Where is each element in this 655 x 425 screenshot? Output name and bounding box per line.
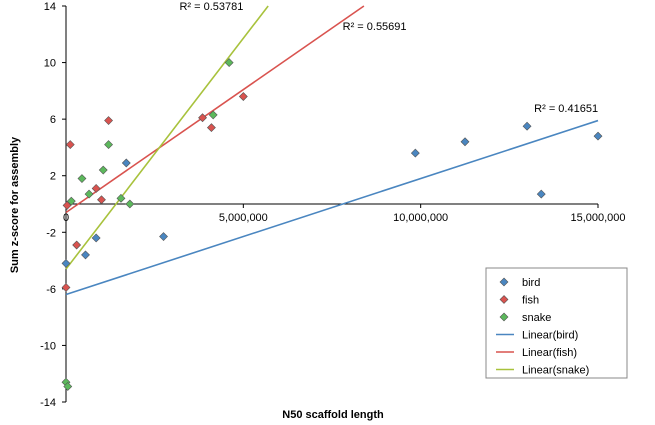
fish-point bbox=[61, 283, 71, 292]
snake-point bbox=[208, 110, 218, 120]
fish-point bbox=[91, 184, 101, 193]
r-squared-label: R² = 0.41651 bbox=[534, 103, 598, 115]
bird-point bbox=[460, 137, 470, 147]
r-squared-label: R² = 0.53781 bbox=[179, 1, 243, 13]
x-axis-title: N50 scaffold length bbox=[282, 409, 384, 421]
y-tick-label: 2 bbox=[50, 171, 56, 183]
trendline-linearfish bbox=[65, 5, 365, 214]
trendlines bbox=[65, 5, 599, 296]
y-axis-title: Sum z-score for assembly bbox=[9, 136, 21, 273]
fish-point bbox=[206, 123, 216, 133]
y-tick-label: -10 bbox=[40, 340, 56, 352]
bird-point bbox=[159, 232, 168, 241]
bird-point bbox=[536, 189, 546, 199]
snake-point bbox=[66, 196, 76, 206]
bird-point bbox=[522, 121, 532, 131]
legend-marker-fish bbox=[499, 295, 509, 304]
fish-point bbox=[62, 200, 72, 210]
snake-point bbox=[116, 193, 126, 203]
y-tick-label: -14 bbox=[40, 397, 56, 409]
x-tick-label: 5,000,000 bbox=[219, 212, 268, 224]
fish-point bbox=[72, 240, 82, 250]
x-tick-label: 0 bbox=[63, 212, 69, 224]
y-tick-label: -2 bbox=[46, 227, 56, 239]
legend-box bbox=[485, 267, 628, 379]
trendline-linearbird bbox=[65, 119, 599, 296]
snake-point bbox=[104, 140, 113, 150]
legend-marker-bird bbox=[499, 277, 509, 287]
chart-axes: 14 10 6 2 -2 -6 -10 -14 0 5,000,000 10,000,000 15,0… bbox=[40, 1, 625, 409]
bird-point bbox=[61, 258, 71, 268]
snake-point bbox=[77, 174, 87, 183]
legend-label: snake bbox=[522, 312, 551, 324]
data-points bbox=[61, 58, 603, 391]
x-tick-label: 15,000,000 bbox=[570, 212, 625, 224]
legend-label: Linear(fish) bbox=[522, 347, 577, 359]
legend-label: bird bbox=[522, 277, 540, 289]
legend-label: Linear(bird) bbox=[522, 330, 578, 342]
legend-marker-snake bbox=[499, 312, 509, 322]
x-tick-label: 10,000,000 bbox=[393, 212, 448, 224]
legend-label: fish bbox=[522, 295, 539, 307]
snake-point bbox=[224, 58, 234, 67]
snake-point bbox=[63, 382, 73, 391]
y-tick-label: 6 bbox=[50, 114, 56, 126]
bird-point bbox=[81, 250, 90, 260]
snake-point bbox=[98, 165, 108, 175]
snake-point bbox=[125, 199, 135, 209]
fish-point bbox=[104, 116, 113, 125]
fish-point bbox=[238, 92, 248, 101]
legend-label: Linear(snake) bbox=[522, 365, 589, 377]
trendline-linearsnake bbox=[65, 5, 269, 270]
bird-point bbox=[410, 148, 420, 158]
fish-point bbox=[198, 113, 207, 123]
bird-point bbox=[121, 158, 131, 168]
legend: bird fish snake Linear(bird) Linear(fish) Lin… bbox=[485, 267, 628, 379]
r-squared-labels: R² = 0.41651 R² = 0.55691 R² = 0.53781 bbox=[179, 1, 598, 115]
fish-point bbox=[65, 140, 75, 150]
y-tick-label: 10 bbox=[44, 58, 56, 70]
bird-point bbox=[593, 131, 603, 141]
y-tick-label: -6 bbox=[46, 284, 56, 296]
fish-point bbox=[97, 195, 106, 205]
y-tick-label: 14 bbox=[44, 1, 56, 13]
bird-point bbox=[91, 233, 101, 243]
snake-point bbox=[84, 189, 94, 199]
r-squared-label: R² = 0.55691 bbox=[343, 21, 407, 33]
